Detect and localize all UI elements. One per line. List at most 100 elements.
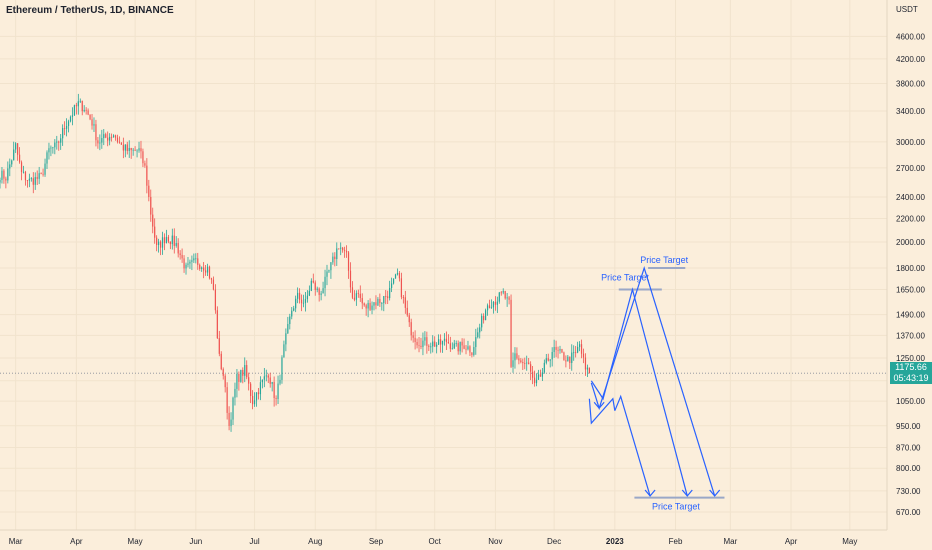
candle-down (226, 387, 228, 413)
candle-up (571, 352, 573, 363)
candle-up (545, 358, 547, 363)
candle-down (156, 237, 158, 245)
candle-up (132, 149, 134, 151)
candle-up (394, 274, 397, 279)
candle-down (298, 292, 301, 300)
candle-down (584, 357, 587, 370)
candle-down (428, 345, 430, 347)
price-tick-label: 670.00 (896, 508, 921, 517)
candle-up (512, 360, 514, 367)
candle-up (481, 315, 483, 328)
candle-up (578, 344, 581, 348)
price-target-label: Price Target (652, 502, 700, 512)
candle-up (287, 324, 289, 334)
price-axis[interactable]: 670.00730.00800.00870.00950.001050.00114… (896, 32, 925, 517)
grid (0, 0, 887, 530)
candle-up (392, 278, 395, 284)
candle-up (443, 338, 446, 341)
candle-up (577, 347, 579, 353)
candle-down (398, 272, 401, 279)
candle-down (557, 349, 559, 351)
candle-up (103, 134, 105, 139)
candle-up (69, 116, 72, 122)
candle-up (206, 266, 209, 273)
candle-up (240, 369, 242, 382)
candle-up (189, 261, 191, 264)
candle-down (163, 237, 166, 244)
price-tick-label: 2400.00 (896, 193, 925, 202)
candle-down (528, 362, 530, 365)
candle-up (498, 292, 500, 302)
candle-down (347, 252, 350, 271)
candle-up (373, 302, 375, 306)
candle-down (510, 299, 512, 367)
price-tick-label: 1650.00 (896, 285, 925, 294)
candle-down (522, 362, 524, 364)
time-tick-label: Jun (189, 537, 202, 546)
last-price-tag: 1175.66 05:43:19 (890, 362, 932, 385)
candle-up (297, 292, 299, 299)
price-tick-label: 2000.00 (896, 238, 925, 247)
candle-up (281, 357, 283, 380)
candle-up (13, 149, 15, 161)
candle-up (496, 301, 498, 305)
candle-down (508, 297, 510, 300)
candle-up (506, 297, 508, 299)
candle-down (26, 180, 29, 181)
price-target-label: Price Target (640, 255, 688, 265)
candle-up (302, 302, 305, 304)
time-tick-label: Apr (70, 537, 83, 546)
time-axis[interactable]: Mar Apr May Jun Jul Aug Sep Oct Nov Dec 2023 Feb Mar… (9, 537, 858, 546)
candle-down (588, 367, 590, 374)
arrowhead-3 (709, 489, 721, 497)
candle-up (486, 305, 489, 311)
time-tick-label: 2023 (606, 537, 624, 546)
candle-down (402, 297, 404, 298)
candle-up (93, 124, 95, 126)
candle-down (400, 278, 403, 298)
candle-up (316, 288, 318, 290)
bar-countdown: 05:43:19 (893, 373, 929, 384)
candle-down (238, 373, 240, 382)
time-tick-label: Mar (9, 537, 23, 546)
candle-down (203, 267, 205, 271)
candle-up (467, 346, 469, 350)
candle-up (136, 150, 138, 152)
candle-up (430, 346, 432, 348)
candle-down (95, 124, 97, 141)
candle-down (418, 345, 420, 347)
candle-up (34, 177, 36, 185)
candle-down (267, 375, 269, 378)
candle-down (369, 302, 371, 310)
price-tick-label: 730.00 (896, 487, 921, 496)
time-tick-label: Oct (428, 537, 441, 546)
price-tick-label: 1800.00 (896, 264, 925, 273)
candle-up (234, 388, 236, 398)
candle-up (109, 136, 111, 141)
candle-down (146, 165, 148, 186)
candle-down (126, 144, 128, 151)
candle-up (9, 164, 11, 169)
candle-down (142, 151, 144, 164)
candle-up (391, 283, 393, 288)
candle-down (246, 365, 248, 378)
candle-down (40, 173, 42, 175)
candle-down (18, 154, 21, 163)
candle-down (204, 270, 207, 273)
candle-down (5, 178, 7, 181)
candle-down (379, 298, 381, 304)
candle-down (516, 353, 518, 359)
candle-up (265, 375, 267, 377)
candle-down (404, 297, 406, 308)
candle-up (432, 341, 434, 347)
candle-up (1, 170, 3, 181)
drawings[interactable]: Price Target Price Target Price Target (588, 255, 725, 512)
candle-up (436, 344, 438, 347)
candle-up (289, 316, 291, 325)
candle-up (389, 287, 391, 299)
candle-down (300, 299, 303, 304)
candle-down (365, 305, 367, 309)
candle-up (79, 100, 81, 102)
